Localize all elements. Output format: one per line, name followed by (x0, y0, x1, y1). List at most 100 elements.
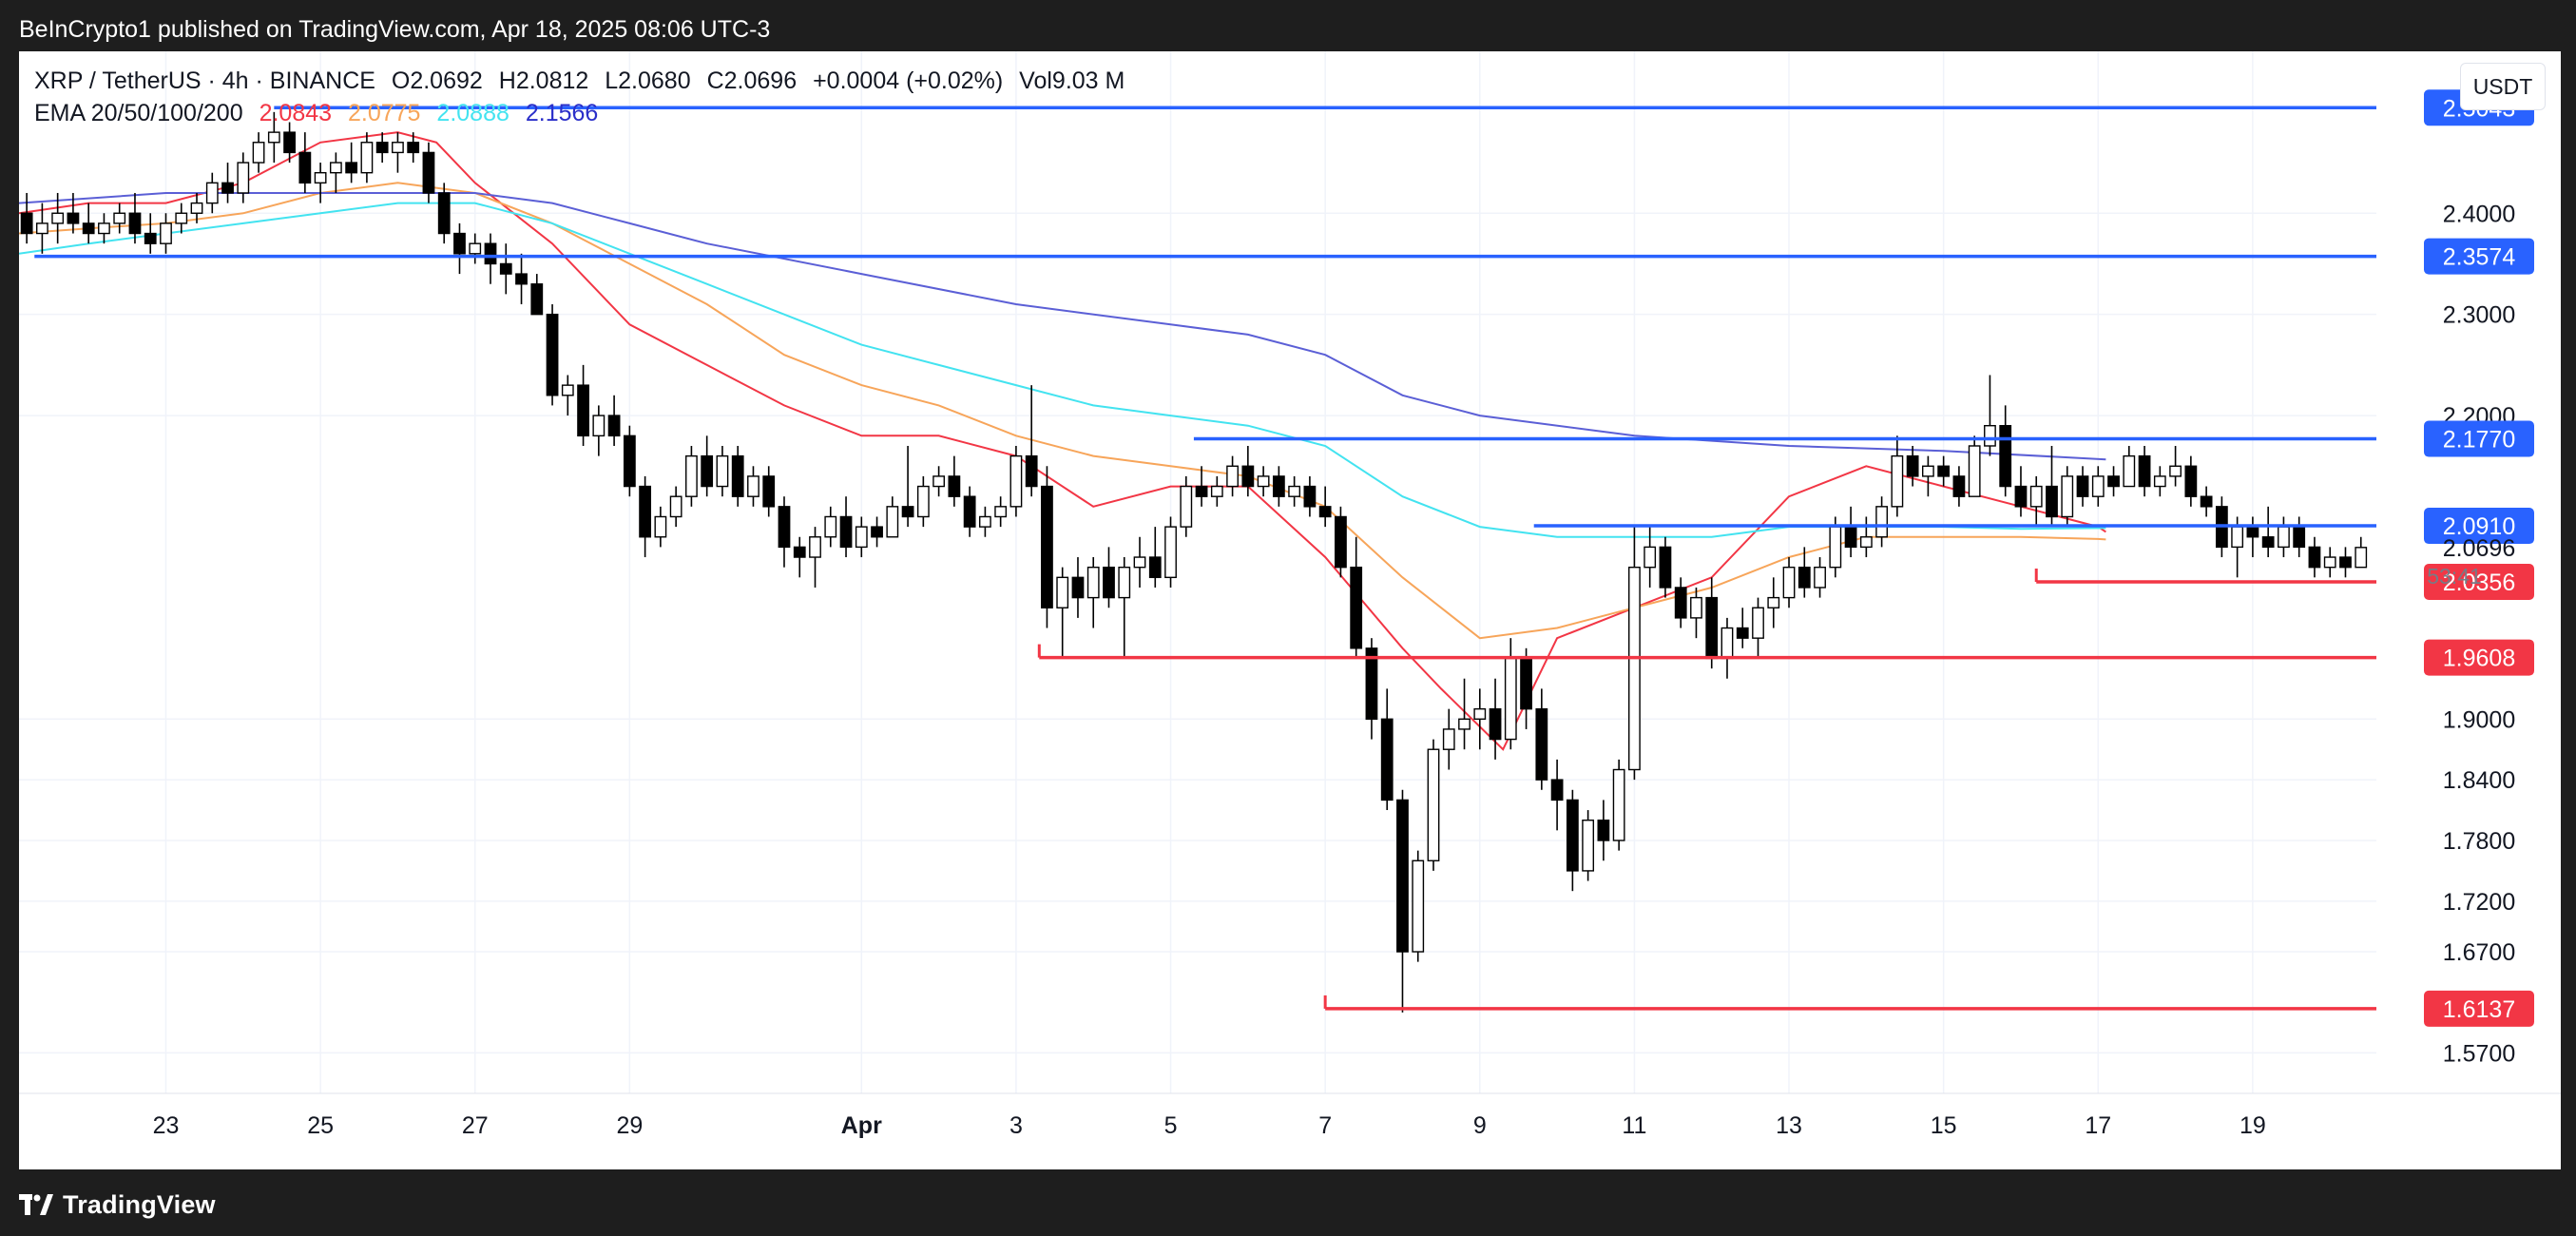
candle-body (607, 415, 621, 437)
resistance-price-badge[interactable]: 2.1770 (2424, 420, 2534, 457)
candle (2308, 536, 2321, 578)
candle-body (375, 142, 389, 154)
candle (839, 496, 853, 558)
candle (298, 132, 312, 193)
candle-body (1612, 768, 1625, 841)
candle (2014, 466, 2028, 517)
candle (1148, 527, 1162, 588)
time-tick-label: 29 (616, 1112, 643, 1139)
time-tick-label: 23 (153, 1112, 180, 1139)
candle (329, 152, 342, 193)
ema-label[interactable]: EMA 20/50/100/200 (34, 100, 243, 126)
volume-value: Vol9.03 M (1019, 68, 1125, 94)
candle-body (1736, 627, 1749, 639)
candle (1922, 455, 1934, 497)
candle (963, 486, 976, 537)
candle-body (1767, 596, 1780, 608)
tradingview-logo[interactable]: TradingView (19, 1190, 216, 1219)
low-value: L2.0680 (605, 68, 691, 94)
candle (283, 122, 296, 164)
candle (1844, 506, 1857, 558)
candle (1782, 557, 1796, 608)
price-tick-label: 1.5700 (2443, 1040, 2515, 1067)
candle-body (1937, 465, 1951, 477)
candle-body (128, 212, 142, 235)
candle-body (1241, 465, 1255, 488)
ema100-value: 2.0888 (436, 100, 509, 126)
candle (762, 466, 776, 517)
time-tick-label: 27 (462, 1112, 489, 1139)
candle-body (1489, 707, 1502, 741)
candle-body (1891, 454, 1904, 508)
candle-body (1473, 707, 1487, 720)
support-price-badge[interactable]: 1.9608 (2424, 639, 2534, 676)
candle-body (67, 212, 80, 224)
support-price-badge[interactable]: 1.6137 (2424, 990, 2534, 1027)
support-price-badge[interactable]: 2.0356 (2424, 564, 2534, 601)
candle-body (2184, 465, 2198, 497)
candle-body (669, 495, 682, 518)
candle-body (2061, 475, 2074, 518)
candle-body (2246, 526, 2259, 538)
price-chart[interactable]: 2.40002.30002.20001.90001.84001.78001.72… (19, 51, 2561, 1169)
candle (824, 506, 837, 548)
candle (484, 233, 497, 284)
candle (360, 132, 374, 183)
candle-body (329, 162, 342, 174)
candle-body (1875, 506, 1888, 538)
chart-panel[interactable]: 2.4000 2.3000 2.2000 1.9000 1.8400 1.7800 1.72… (19, 51, 2561, 1169)
candle (2076, 466, 2089, 507)
candle-body (190, 202, 203, 214)
candle-body (1180, 485, 1193, 528)
currency-button[interactable]: USDT (2460, 63, 2546, 110)
ema50-value: 2.0775 (348, 100, 421, 126)
candle-body (1086, 566, 1100, 599)
candle-body (2014, 485, 2028, 508)
candle-body (747, 475, 759, 497)
candle (561, 375, 574, 416)
candle-body (1705, 596, 1719, 660)
candle (2261, 506, 2275, 558)
candle-body (809, 536, 821, 558)
candle-body (2076, 475, 2089, 497)
resistance-price-badge-text: 2.0910 (2443, 513, 2515, 540)
candle-body (1133, 556, 1146, 569)
candle-body (948, 475, 961, 497)
candle (1736, 608, 1749, 648)
candle-body (824, 515, 837, 538)
candle (1241, 445, 1255, 497)
candle-body (237, 162, 250, 194)
candle (453, 222, 466, 275)
candle (1520, 647, 1532, 729)
candle-body (2107, 475, 2120, 488)
candle-body (1458, 718, 1471, 730)
candle-body (839, 515, 853, 549)
symbol-label[interactable]: XRP / TetherUS · 4h · BINANCE (34, 68, 375, 94)
price-tick-label: 1.7200 (2443, 889, 2515, 916)
candle-body (499, 262, 512, 275)
candle (1875, 496, 1888, 548)
candle (1103, 547, 1115, 608)
resistance-price-badge[interactable]: 2.0910 (2424, 508, 2534, 545)
candle (20, 192, 33, 244)
resistance-price-badge-text: 2.1770 (2443, 427, 2515, 454)
support-price-badge-text: 1.6137 (2443, 996, 2515, 1023)
support-price-badge-bg (2424, 639, 2534, 676)
candle (1164, 516, 1177, 588)
candle (1335, 506, 1347, 578)
candle (375, 132, 389, 164)
resistance-price-badge[interactable]: 2.3574 (2424, 238, 2534, 275)
candle (36, 203, 48, 254)
resistance-price-badge-text: 2.3574 (2443, 244, 2516, 271)
price-tick-label: 1.6700 (2443, 939, 2515, 966)
candle (2123, 445, 2136, 488)
candle (67, 192, 80, 234)
candle (1257, 466, 1270, 497)
candle-body (2261, 536, 2275, 549)
ema200-line (19, 192, 2106, 461)
candle (623, 425, 636, 497)
candle-body (1952, 475, 1966, 497)
candle-body (437, 192, 451, 235)
candle (530, 274, 544, 316)
candle-body (51, 212, 65, 224)
